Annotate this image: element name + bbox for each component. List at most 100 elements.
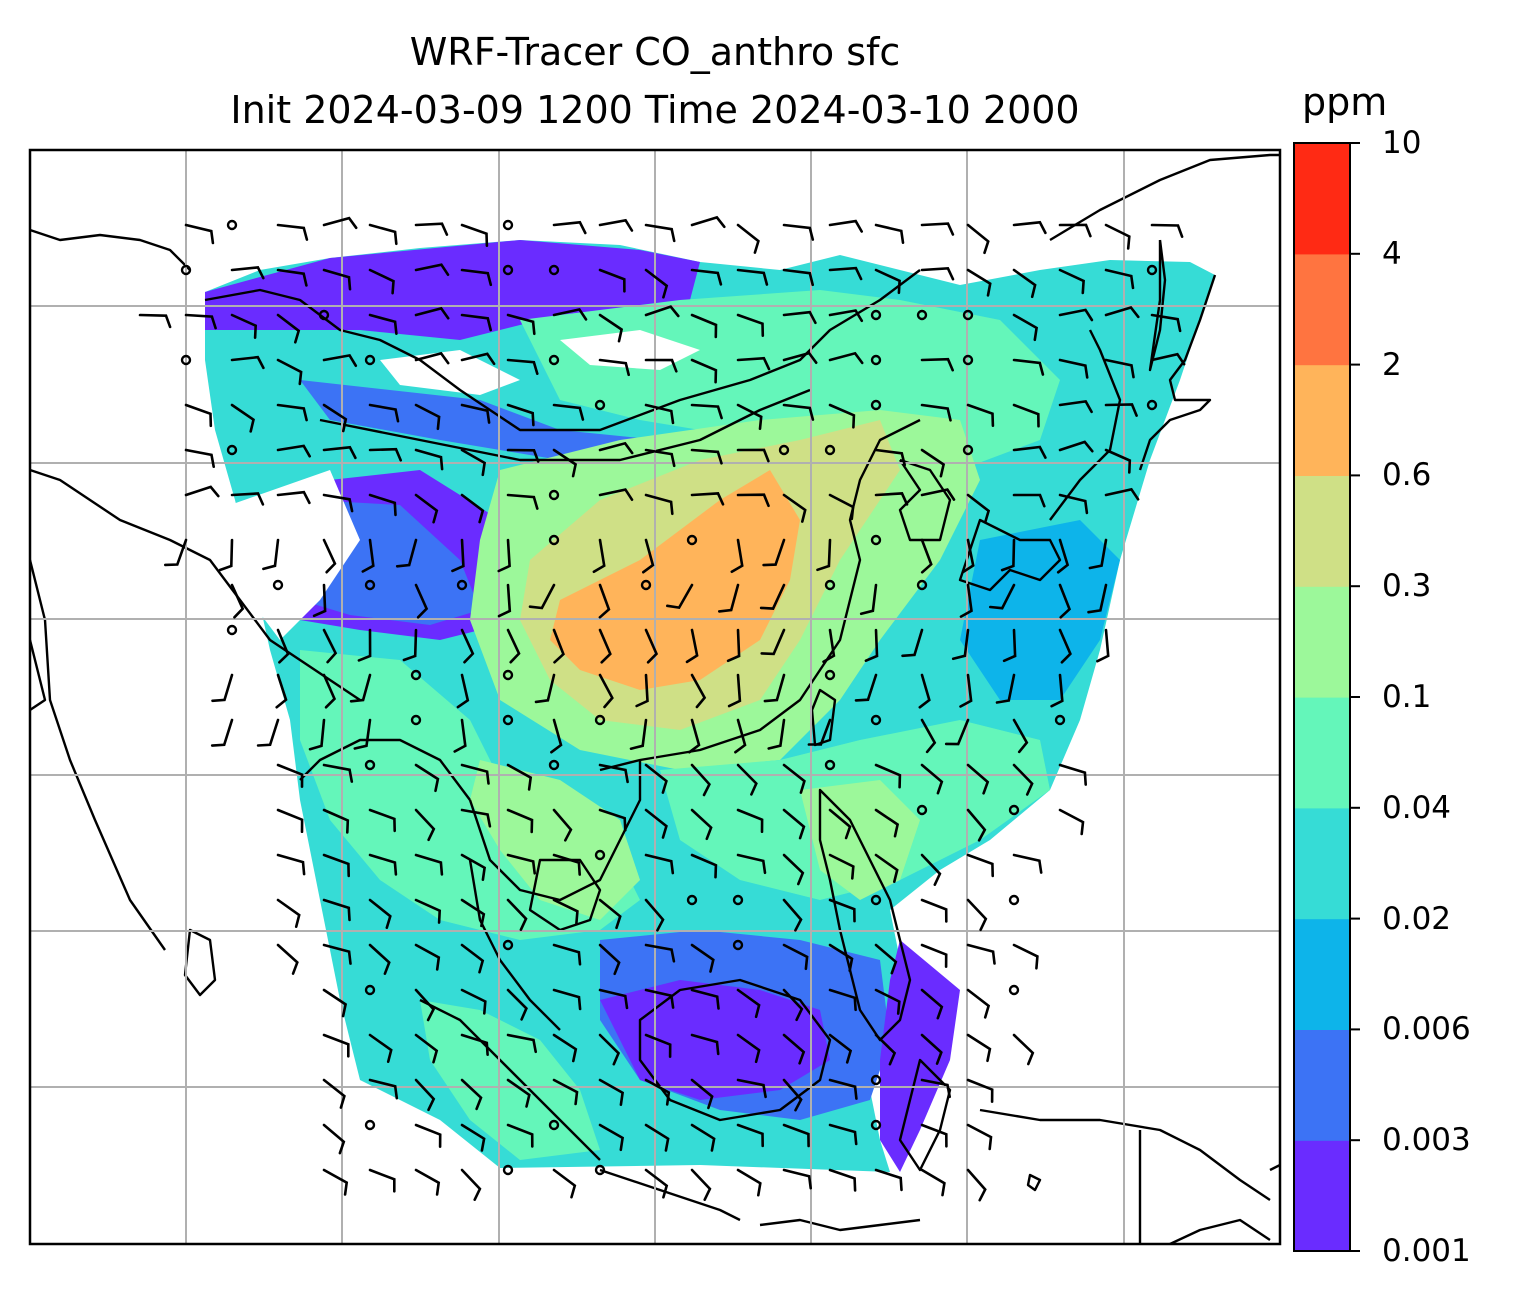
wind-barb bbox=[402, 628, 418, 662]
wind-barb bbox=[644, 1123, 670, 1152]
coast-india bbox=[30, 468, 361, 701]
wind-barb bbox=[828, 266, 863, 281]
calm-wind-marker bbox=[916, 804, 928, 816]
wind-barb bbox=[552, 808, 573, 842]
wind-barb bbox=[690, 1033, 720, 1056]
wind-barb bbox=[966, 1123, 993, 1151]
wind-barb bbox=[368, 493, 397, 517]
wind-barb bbox=[688, 718, 701, 754]
wind-barb bbox=[828, 309, 864, 323]
wind-barb bbox=[184, 448, 215, 468]
wind-barb bbox=[506, 1078, 531, 1108]
wind-barb bbox=[598, 441, 634, 455]
wind-barb bbox=[920, 1033, 943, 1065]
wind-barb bbox=[414, 1078, 436, 1112]
colorbar-segment bbox=[1294, 253, 1350, 366]
wind-barb bbox=[276, 444, 311, 458]
coast-russia-ne bbox=[1049, 153, 1280, 242]
wind-barb bbox=[828, 988, 857, 1012]
calm-wind-marker bbox=[502, 669, 514, 681]
wind-barb bbox=[210, 718, 234, 747]
wind-barb bbox=[230, 492, 265, 506]
wind-barb bbox=[736, 1123, 764, 1148]
wind-barb bbox=[276, 268, 308, 287]
wind-barb bbox=[828, 943, 854, 972]
wind-barb bbox=[642, 538, 655, 574]
map-title-line1: WRF-Tracer CO_anthro sfc bbox=[409, 30, 901, 74]
wind-barb bbox=[1104, 448, 1132, 474]
wind-barb bbox=[506, 448, 540, 463]
wind-barb bbox=[598, 763, 629, 784]
wind-barb bbox=[460, 808, 492, 828]
wind-barb bbox=[230, 355, 265, 370]
wind-barb bbox=[690, 492, 725, 506]
wind-barb bbox=[644, 305, 680, 318]
wind-barb bbox=[497, 538, 511, 573]
wind-barb bbox=[828, 219, 863, 233]
colorbar-tick-label: 4 bbox=[1382, 235, 1402, 272]
wind-barb bbox=[734, 718, 747, 754]
wind-barb bbox=[782, 1078, 803, 1112]
wind-barb bbox=[353, 718, 372, 750]
wind-barb bbox=[782, 763, 806, 794]
wind-barb bbox=[782, 898, 803, 932]
wind-barb bbox=[322, 268, 352, 291]
wind-barb bbox=[828, 493, 855, 521]
wind-barb bbox=[920, 222, 955, 236]
wind-barb bbox=[322, 628, 338, 664]
calm-wind-marker bbox=[962, 444, 974, 456]
wind-barb bbox=[361, 538, 375, 573]
wind-barb bbox=[828, 351, 864, 365]
wind-barb bbox=[506, 313, 536, 336]
wind-barb bbox=[629, 718, 648, 750]
wind-barb bbox=[1012, 1033, 1035, 1066]
wind-barb bbox=[690, 313, 718, 339]
wind-barb bbox=[1012, 943, 1039, 970]
co-tracer-field bbox=[205, 240, 1215, 1172]
wind-barb bbox=[414, 448, 444, 471]
wind-barb bbox=[211, 673, 234, 703]
wind-barb bbox=[736, 1168, 762, 1197]
wind-barb bbox=[920, 943, 948, 968]
wind-barb bbox=[644, 988, 675, 1009]
wind-barb bbox=[1002, 628, 1017, 663]
wind-barb bbox=[966, 853, 994, 878]
wind-barb bbox=[782, 1033, 806, 1065]
wind-barb bbox=[414, 403, 441, 431]
wind-barb bbox=[598, 943, 621, 976]
wind-barb bbox=[598, 358, 630, 377]
calm-wind-marker bbox=[916, 309, 928, 321]
wind-barb bbox=[690, 215, 726, 229]
wind-barb bbox=[807, 718, 832, 746]
wind-barb bbox=[727, 673, 742, 708]
wind-barb bbox=[966, 1168, 987, 1202]
wind-barb bbox=[718, 583, 740, 613]
wind-barb bbox=[1058, 493, 1089, 515]
colorbar-tick-label: 0.001 bbox=[1382, 1233, 1471, 1269]
calm-wind-marker bbox=[548, 1119, 560, 1131]
wind-barb bbox=[736, 268, 769, 286]
wind-barb bbox=[414, 263, 450, 276]
wind-barb bbox=[322, 1123, 346, 1155]
wind-barb bbox=[828, 1123, 858, 1146]
calm-wind-marker bbox=[548, 354, 560, 366]
calm-wind-marker bbox=[640, 579, 652, 591]
wind-barb bbox=[966, 223, 990, 255]
coast-caspian bbox=[30, 228, 191, 271]
wind-barb bbox=[736, 356, 771, 371]
calm-wind-marker bbox=[180, 354, 192, 366]
wind-barb bbox=[368, 268, 395, 295]
wind-barb bbox=[506, 493, 539, 510]
wind-barb bbox=[1012, 268, 1037, 299]
wind-barb bbox=[1050, 673, 1064, 708]
wind-barb bbox=[782, 223, 815, 241]
calm-wind-marker bbox=[962, 309, 974, 321]
wind-barb bbox=[550, 718, 563, 754]
coast-java bbox=[599, 1168, 741, 1222]
wind-barb bbox=[230, 313, 258, 339]
wind-barb bbox=[1150, 352, 1186, 366]
wind-barb bbox=[506, 988, 528, 1021]
wind-barb bbox=[736, 223, 760, 254]
wind-barb bbox=[276, 763, 304, 788]
calm-wind-marker bbox=[732, 939, 744, 951]
